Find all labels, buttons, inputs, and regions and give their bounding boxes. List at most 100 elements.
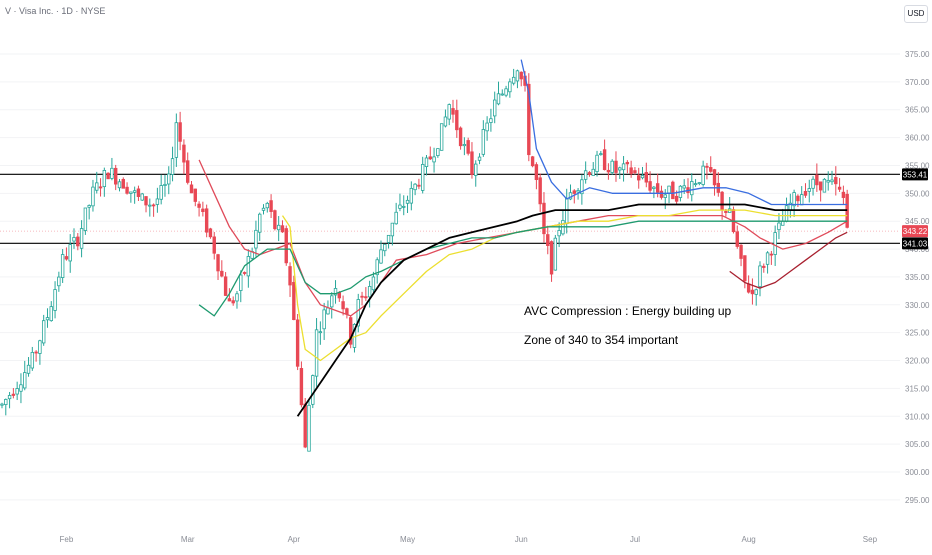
candle-up: [276, 224, 281, 231]
y-tick-label: 375.00: [905, 50, 930, 59]
annotation-line-2: Zone of 340 to 354 important: [524, 333, 679, 347]
candle-up: [477, 156, 482, 161]
candle-up: [621, 163, 626, 171]
candle-down: [11, 393, 16, 396]
candle-down: [182, 144, 186, 163]
candle-up: [265, 202, 269, 209]
candle-up: [595, 154, 599, 172]
candle-down: [220, 270, 224, 277]
candle-down: [136, 188, 141, 197]
candle-up: [375, 259, 379, 276]
candle-up: [239, 274, 243, 291]
candle-down: [542, 202, 546, 235]
candle-up: [443, 116, 448, 127]
candle-up: [322, 309, 326, 330]
y-tick-label: 310.00: [905, 412, 930, 421]
candle-up: [576, 190, 580, 193]
candle-down: [299, 368, 304, 406]
y-tick-label: 300.00: [905, 468, 930, 477]
candle-down: [720, 191, 724, 210]
y-tick-label: 355.00: [905, 161, 930, 170]
candle-down: [637, 175, 641, 181]
candle-up: [436, 148, 440, 157]
candle-down: [466, 140, 470, 154]
candle-down: [815, 174, 819, 186]
candle-down: [644, 172, 648, 183]
candle-up: [701, 165, 705, 185]
candle-down: [841, 191, 846, 198]
candle-down: [534, 164, 539, 180]
candle-up: [19, 384, 23, 392]
candle-up: [413, 183, 417, 191]
x-tick-label: Mar: [181, 535, 195, 544]
candle-up: [565, 198, 569, 225]
candle-down: [674, 195, 679, 202]
candle-up: [807, 188, 811, 192]
annotation-line-1: AVC Compression : Energy building up: [524, 304, 732, 318]
candle-down: [189, 184, 194, 194]
candle-up: [485, 122, 489, 132]
x-tick-label: Feb: [60, 535, 74, 544]
candle-down: [671, 181, 675, 200]
candle-down: [743, 255, 747, 282]
y-tick-label: 325.00: [905, 329, 930, 338]
time-axis: Feb Mar Apr May Jun Jul Aug Sep: [60, 535, 878, 544]
candle-down: [98, 186, 103, 189]
candle-down: [803, 190, 808, 196]
currency-button[interactable]: USD: [904, 5, 928, 23]
candle-down: [204, 208, 209, 233]
candle-up: [792, 192, 796, 207]
candle-down: [546, 234, 550, 246]
candle-up: [155, 198, 160, 205]
series-sma_fast: [198, 159, 848, 317]
level-tag-bg: [902, 168, 928, 181]
candle-down: [455, 110, 459, 131]
candle-up: [30, 352, 35, 369]
candle-up: [652, 186, 656, 189]
candle-up: [72, 237, 76, 242]
candle-up: [102, 170, 107, 188]
candle-up: [311, 375, 315, 405]
candle-up: [330, 295, 334, 308]
candle-up: [618, 167, 622, 171]
candle-up: [508, 81, 512, 93]
candle-down: [144, 196, 148, 206]
candle-up: [383, 243, 387, 252]
candle-up: [87, 205, 91, 208]
candle-up: [693, 183, 698, 186]
candle-up: [432, 156, 436, 163]
candle-down: [151, 204, 156, 207]
candle-up: [398, 204, 402, 209]
candle-down: [178, 122, 182, 142]
candle-up: [447, 104, 451, 120]
candle-up: [474, 163, 478, 176]
candle-up: [258, 213, 262, 233]
candle-down: [106, 172, 110, 180]
candle-up: [15, 388, 19, 395]
candle-up: [504, 88, 508, 96]
candles: [0, 68, 849, 452]
x-tick-label: Jul: [630, 535, 640, 544]
candle-down: [34, 351, 38, 354]
candle-down: [750, 289, 755, 295]
candle-down: [114, 167, 118, 185]
candle-down: [76, 236, 80, 247]
candle-up: [79, 228, 84, 249]
candle-up: [307, 404, 311, 452]
current-price-tag-bg: [902, 225, 928, 238]
candle-up: [394, 211, 398, 225]
level-tag: 353.41: [902, 168, 928, 181]
candle-down: [64, 256, 69, 260]
candle-down: [769, 253, 774, 256]
candle-down: [269, 200, 273, 212]
candle-down: [345, 308, 349, 315]
candle-down: [746, 283, 751, 293]
candle-up: [663, 194, 667, 198]
candle-up: [481, 129, 486, 155]
candle-down: [712, 169, 717, 186]
y-tick-label: 360.00: [905, 134, 930, 143]
candle-down: [572, 190, 576, 194]
candle-up: [333, 288, 338, 296]
